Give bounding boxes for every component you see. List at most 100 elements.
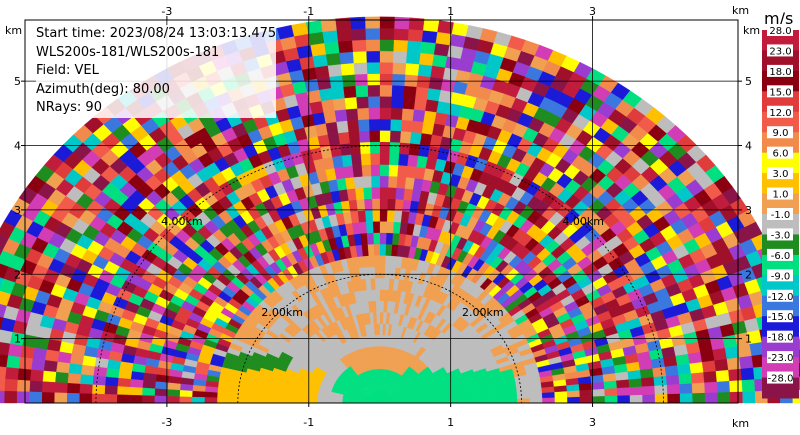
velocity-gate [679, 392, 693, 404]
velocity-gate [379, 130, 391, 143]
velocity-gate [0, 277, 4, 288]
velocity-gate [21, 334, 38, 349]
velocity-gate [321, 29, 339, 44]
colorbar-label: 12.0 [769, 108, 791, 119]
velocity-gate [361, 164, 372, 177]
velocity-gate [691, 382, 706, 394]
x-unit-bottom: km [732, 417, 749, 430]
y-tick-label: 3 [745, 204, 752, 217]
velocity-gate [379, 175, 389, 188]
x-tick-label: -1 [303, 5, 314, 18]
velocity-gate [666, 383, 681, 395]
velocity-gate [353, 62, 368, 75]
velocity-gate [704, 392, 719, 404]
x-tick-label: 1 [447, 416, 454, 429]
velocity-gate [409, 131, 422, 145]
velocity-gate [32, 347, 48, 361]
velocity-gate [716, 380, 731, 393]
velocity-gate [392, 50, 408, 64]
velocity-gate [436, 20, 454, 35]
velocity-gate [327, 63, 343, 78]
velocity-gate [394, 198, 404, 212]
velocity-gate [43, 360, 58, 373]
velocity-gate [0, 290, 11, 307]
velocity-gate [130, 371, 145, 381]
velocity-gate [79, 383, 93, 395]
velocity-gate [435, 31, 452, 46]
velocity-gate [92, 375, 107, 386]
velocity-gate [55, 361, 71, 374]
velocity-gate [4, 367, 19, 381]
velocity-gate [0, 250, 14, 268]
y-tick-label: 2 [745, 268, 752, 281]
velocity-gate [340, 62, 355, 76]
velocity-gate [337, 40, 353, 54]
y-tick-label: 3 [14, 204, 21, 217]
velocity-gate [366, 232, 374, 245]
x-tick-label: -1 [303, 416, 314, 429]
velocity-gate [388, 152, 400, 166]
colorbar-label: -3.0 [771, 230, 791, 241]
velocity-gate [712, 347, 728, 361]
velocity-gate [379, 96, 392, 109]
velocity-gate [266, 395, 281, 401]
velocity-gate [204, 397, 218, 404]
velocity-gate [4, 378, 18, 392]
velocity-gate [386, 198, 396, 211]
velocity-gate [129, 379, 144, 389]
velocity-gate [389, 118, 402, 132]
velocity-gate [266, 399, 280, 404]
start-time: Start time: 2023/08/24 13:03:13.475 [36, 26, 277, 41]
colorbar-label: -9.0 [771, 271, 791, 282]
velocity-gate [80, 364, 95, 376]
velocity-gate [69, 353, 85, 366]
velocity-gate [307, 31, 325, 46]
velocity-gate [742, 390, 756, 404]
colorbar-label: 23.0 [769, 46, 791, 57]
velocity-gate [692, 392, 706, 404]
velocity-gate [393, 39, 408, 52]
velocity-gate [375, 289, 380, 301]
velocity-gate [428, 76, 444, 91]
velocity-gate [423, 110, 437, 124]
velocity-gate [241, 398, 255, 404]
velocity-gate [591, 388, 606, 397]
velocity-gate [167, 382, 181, 391]
velocity-gate [339, 142, 352, 156]
velocity-gate [334, 109, 348, 123]
velocity-gate [433, 42, 450, 57]
velocity-gate [379, 221, 387, 233]
velocity-gate [367, 96, 380, 109]
velocity-gate [629, 394, 643, 404]
velocity-field [0, 16, 800, 404]
y-tick-label: 4 [14, 140, 21, 153]
velocity-gate [54, 382, 68, 394]
colorbar-label: 1.0 [773, 190, 789, 201]
range-ring-label: 2.00km [462, 306, 504, 319]
velocity-gate [41, 392, 55, 404]
velocity-gate [0, 263, 9, 279]
velocity-gate [386, 209, 395, 222]
velocity-gate [351, 39, 367, 52]
velocity-gate [355, 198, 366, 212]
velocity-gate [204, 386, 219, 393]
velocity-gate [342, 85, 357, 99]
y-tick-label: 5 [745, 75, 752, 88]
velocity-gate [141, 395, 155, 404]
velocity-gate [191, 390, 206, 398]
velocity-gate [372, 209, 380, 222]
velocity-gate [3, 390, 18, 404]
velocity-gate [368, 255, 375, 268]
velocity-gate [337, 131, 350, 145]
y-tick-label: 1 [745, 333, 752, 346]
velocity-gate [0, 354, 9, 368]
velocity-gate [345, 108, 359, 121]
colorbar-label: 18.0 [769, 67, 791, 78]
velocity-gate [79, 374, 94, 386]
velocity-gate [369, 141, 380, 154]
velocity-gate [379, 198, 388, 211]
velocity-gate [379, 243, 387, 256]
velocity-gate [379, 50, 394, 63]
velocity-gate [116, 394, 130, 404]
velocity-gate [384, 255, 392, 268]
